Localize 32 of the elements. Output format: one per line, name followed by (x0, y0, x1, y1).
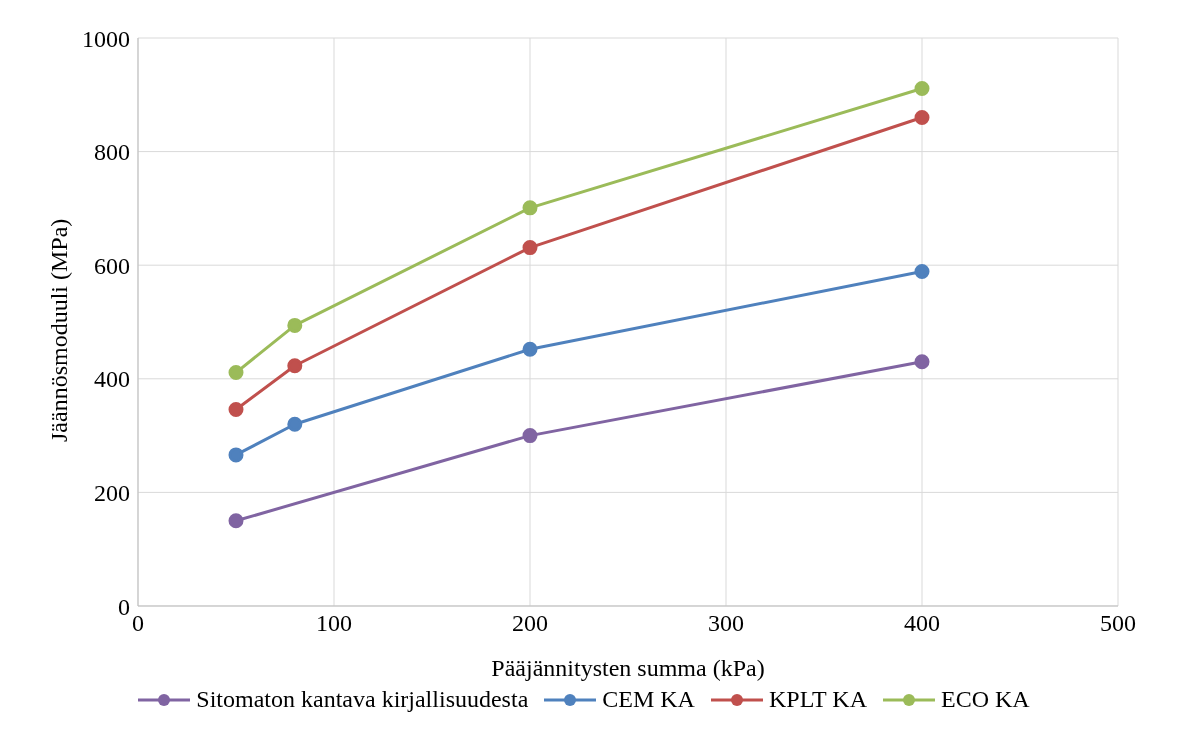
point (228, 513, 244, 529)
y-tick-label: 800 (94, 139, 130, 166)
point (287, 358, 303, 374)
y-tick-label: 1000 (82, 25, 130, 52)
point (228, 401, 244, 417)
point (287, 317, 303, 333)
x-tick-label: 200 (512, 610, 548, 637)
point (914, 81, 930, 97)
point (228, 447, 244, 463)
point (914, 263, 930, 279)
point (522, 341, 538, 357)
point (914, 110, 930, 126)
y-axis-title: Jäännösmoduuli (MPa) (45, 218, 72, 442)
x-tick-label: 300 (708, 610, 744, 637)
y-tick-label: 400 (94, 366, 130, 393)
point (522, 200, 538, 216)
legend-label: ECO KA (940, 686, 1030, 713)
point (228, 365, 244, 381)
y-tick-label: 0 (118, 593, 130, 620)
legend-label: CEM KA (602, 686, 695, 713)
legend-label: KPLT KA (768, 686, 867, 713)
y-tick-label: 200 (94, 479, 130, 506)
x-tick-label: 500 (1100, 610, 1136, 637)
x-tick-label: 100 (316, 610, 352, 637)
point (522, 240, 538, 256)
point (522, 428, 538, 444)
y-tick-label: 600 (94, 252, 130, 279)
x-axis-title: Pääjännitysten summa (kPa) (491, 655, 765, 681)
x-tick-label: 400 (904, 610, 940, 637)
point (914, 354, 930, 370)
point (287, 416, 303, 432)
legend-label: Sitomaton kantava kirjallisuudesta (196, 686, 529, 713)
